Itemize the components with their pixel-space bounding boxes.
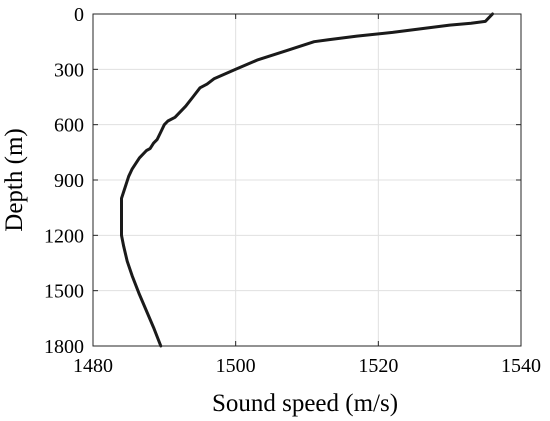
y-tick-label: 600 bbox=[54, 115, 84, 137]
x-tick-labels: 1480 1500 1520 1540 bbox=[73, 355, 541, 377]
y-tick-label: 1500 bbox=[44, 281, 84, 303]
y-tick-labels: 0 300 600 900 1200 1500 1800 bbox=[44, 4, 84, 358]
y-tick-label: 1200 bbox=[44, 225, 84, 247]
grid-lines bbox=[92, 13, 522, 347]
y-tick-label: 1800 bbox=[44, 336, 84, 358]
sound-speed-profile-line bbox=[120, 12, 494, 348]
x-tick-label: 1520 bbox=[358, 355, 398, 377]
x-tick-label: 1500 bbox=[216, 355, 256, 377]
y-axis-label: Depth (m) bbox=[1, 128, 28, 231]
x-tick-label: 1480 bbox=[73, 355, 113, 377]
x-tick-label: 1540 bbox=[501, 355, 541, 377]
y-tick-label: 300 bbox=[54, 59, 84, 81]
y-tick-label: 0 bbox=[74, 4, 84, 26]
y-tick-label: 900 bbox=[54, 170, 84, 192]
x-axis-label: Sound speed (m/s) bbox=[212, 390, 398, 417]
tick-marks bbox=[92, 13, 522, 347]
